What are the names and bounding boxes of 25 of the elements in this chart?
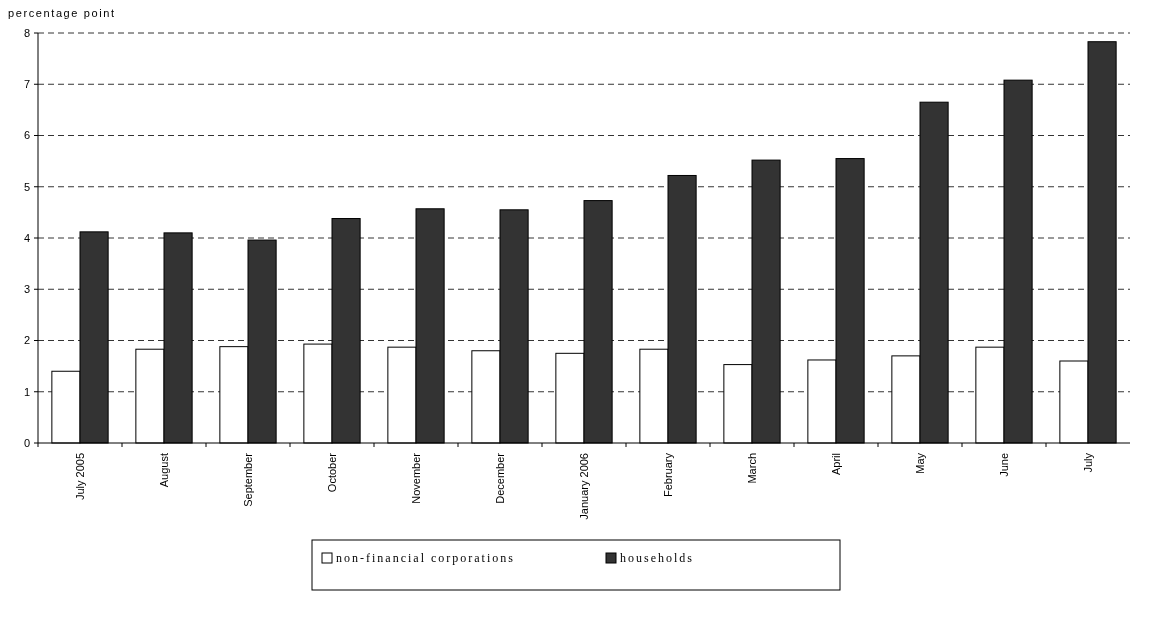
x-tick-label: July xyxy=(1082,452,1094,473)
x-tick-label: April xyxy=(830,453,842,476)
x-tick-label: May xyxy=(914,452,926,474)
x-tick-label: January 2006 xyxy=(578,453,590,520)
x-tick-label: February xyxy=(662,452,674,498)
y-tick-label: 1 xyxy=(23,385,30,398)
x-tick-label: October xyxy=(326,452,338,493)
y-tick-label: 2 xyxy=(23,334,30,347)
x-tick-label: July 2005 xyxy=(74,453,86,501)
x-tick-label: December xyxy=(494,452,506,504)
y-tick-label: 0 xyxy=(23,436,30,449)
y-tick-label: 6 xyxy=(23,129,30,142)
y-axis-title: percentage point xyxy=(8,7,116,19)
legend-label: households xyxy=(620,551,694,565)
y-tick-label: 7 xyxy=(23,78,30,91)
y-tick-label: 3 xyxy=(23,283,30,296)
x-tick-label: September xyxy=(242,452,254,507)
y-tick-label: 4 xyxy=(23,231,30,244)
y-tick-label: 5 xyxy=(23,180,30,193)
x-tick-label: August xyxy=(158,453,170,488)
x-tick-label: June xyxy=(998,453,1010,477)
y-tick-label: 8 xyxy=(23,26,30,39)
x-tick-label: November xyxy=(410,452,422,504)
x-tick-label: March xyxy=(746,453,758,484)
legend-label: non-financial corporations xyxy=(336,551,515,565)
